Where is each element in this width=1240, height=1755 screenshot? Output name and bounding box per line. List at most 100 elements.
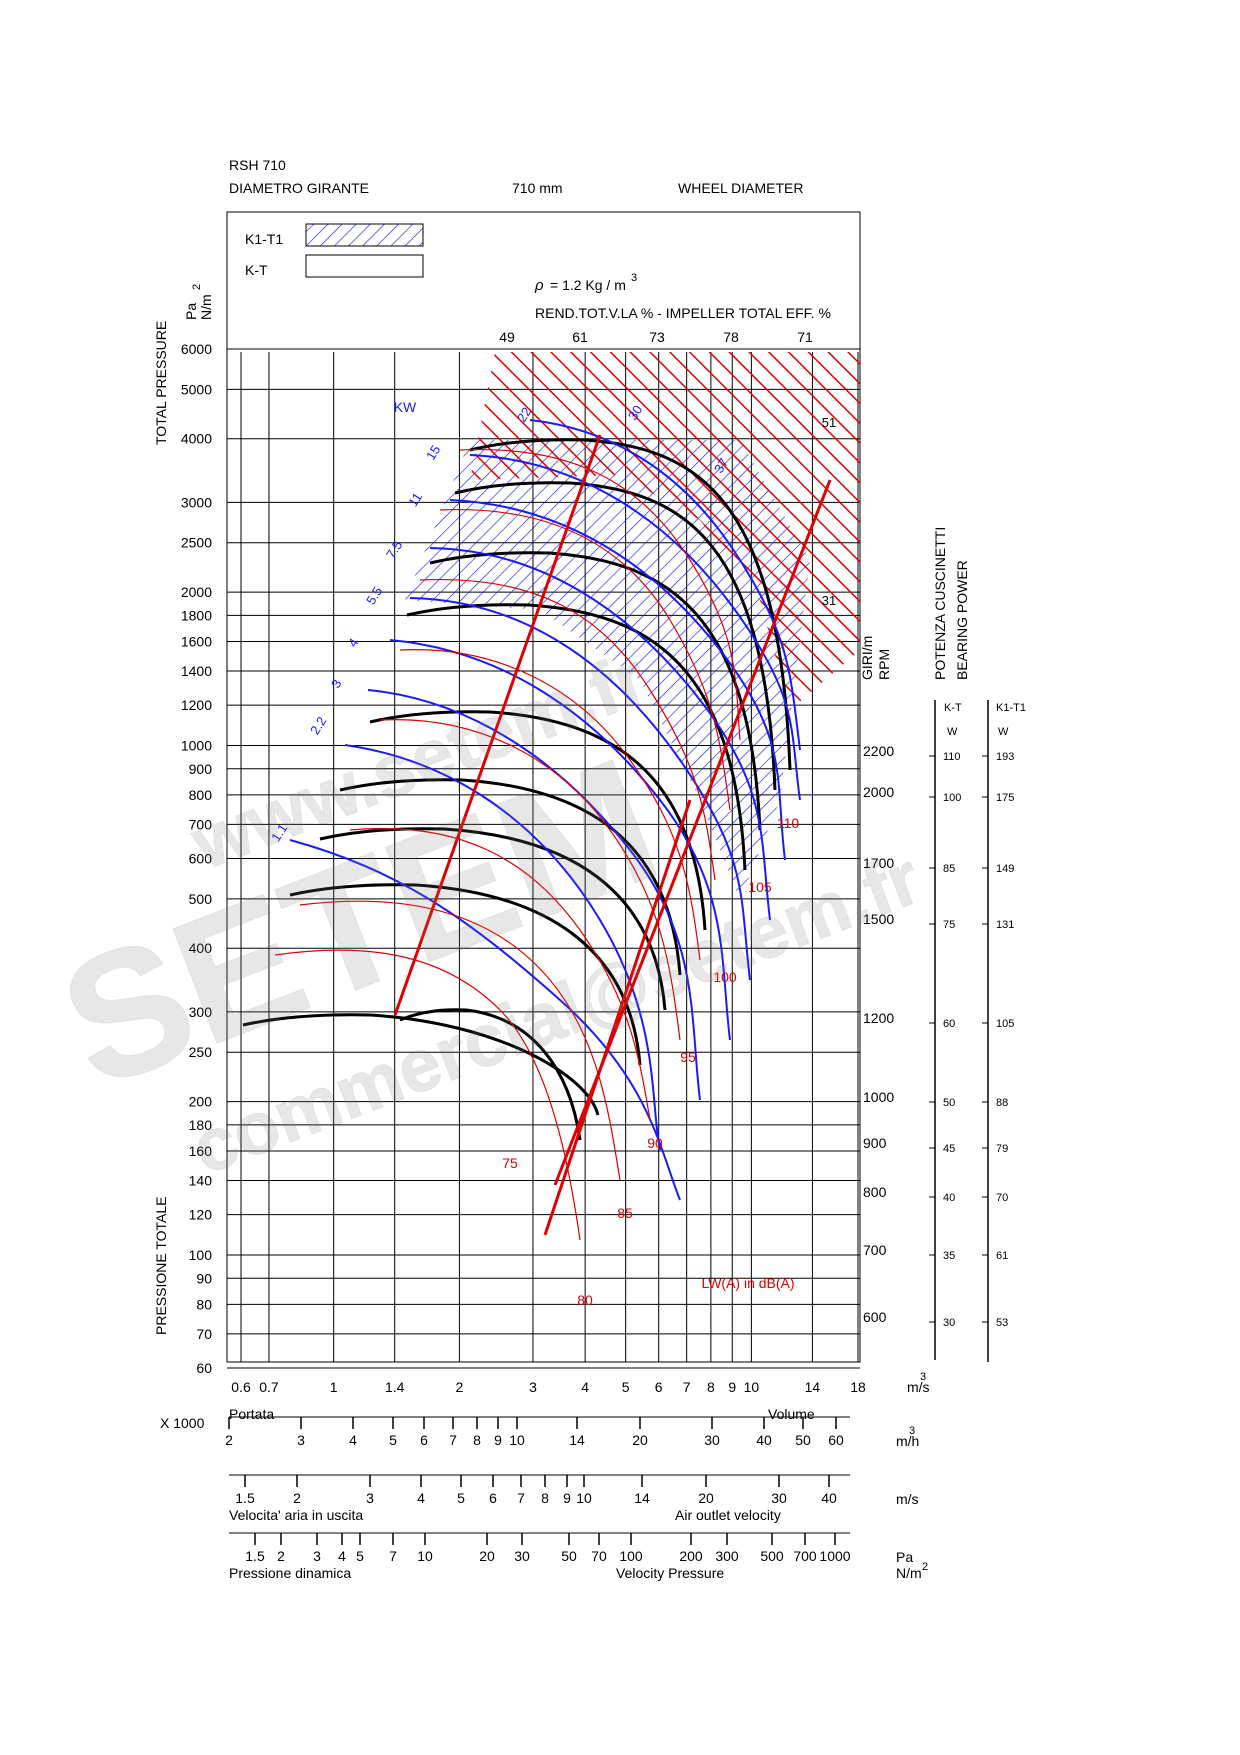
- scale-tick-label: 6: [420, 1432, 428, 1448]
- pressure-label-it: Pressione dinamica: [229, 1565, 351, 1581]
- legend-label-kt: K-T: [245, 262, 268, 278]
- bearing-value-kt: 60: [943, 1018, 955, 1030]
- legend: K1-T1 K-T: [245, 223, 424, 278]
- y-unit-pa: Pa: [183, 303, 199, 320]
- efficiency-line: [543, 799, 692, 1236]
- efficiency-line: [553, 479, 832, 1186]
- y-tick-label: 200: [189, 1094, 213, 1110]
- y-tick-label: 1600: [181, 633, 212, 649]
- efficiency-label: 61: [572, 329, 588, 345]
- scale-tick-label: 8: [541, 1490, 549, 1506]
- k1t1-zone: [405, 440, 810, 900]
- kw-title: KW: [394, 399, 417, 415]
- scale-tick-label: 14: [569, 1432, 585, 1448]
- x-tick-label: 18: [850, 1379, 866, 1395]
- kw-curve: [409, 597, 751, 981]
- x-tick-label: 1: [330, 1379, 338, 1395]
- bearing-value-k1t1: 149: [996, 863, 1014, 875]
- scale-tick-label: 20: [479, 1548, 495, 1564]
- pressure-unit-pa: Pa: [896, 1549, 913, 1565]
- noise-label: 100: [713, 969, 737, 985]
- bearing-value-kt: 50: [943, 1097, 955, 1109]
- speed-curve: [429, 551, 762, 831]
- kt-limit-zone: [470, 352, 860, 710]
- scale-tick-label: 3: [297, 1432, 305, 1448]
- y-tick-label: 140: [189, 1173, 213, 1189]
- noise-curve: [439, 508, 731, 811]
- kw-label: 3: [328, 677, 345, 691]
- scale-tick-label: 70: [591, 1548, 607, 1564]
- air-density: ρ = 1.2 Kg / m 3: [534, 272, 637, 294]
- x-tick-label: 9: [728, 1379, 736, 1395]
- rpm-title-2: RPM: [876, 649, 892, 680]
- kw-label: 22: [514, 405, 534, 425]
- noise-label: 80: [577, 1292, 593, 1308]
- scale-tick-label: 100: [619, 1548, 643, 1564]
- rpm-value: 2200: [863, 743, 894, 759]
- efficiency-label: 73: [649, 329, 665, 345]
- rpm-title-1: GIRI/m: [859, 636, 875, 680]
- kw-curve: [449, 499, 786, 861]
- kw-label: 7.5: [383, 538, 405, 561]
- y-tick-label: 100: [189, 1247, 213, 1263]
- model-title: RSH 710: [229, 157, 286, 173]
- bearing-value-k1t1: 70: [996, 1192, 1008, 1204]
- plot-frame: [226, 211, 861, 1363]
- y-axis-title-bottom: PRESSIONE TOTALE: [153, 1197, 169, 1336]
- scale-tick-label: 500: [760, 1548, 784, 1564]
- x-unit-m3s-sup: 3: [920, 1371, 926, 1383]
- rpm-value: 2000: [863, 784, 894, 800]
- noise-label: 75: [502, 1155, 518, 1171]
- kw-curve: [429, 547, 771, 921]
- pressure-label-en: Velocity Pressure: [616, 1565, 724, 1581]
- rpm-value: 800: [863, 1184, 887, 1200]
- bearing-value-k1t1: 105: [996, 1018, 1014, 1030]
- velocity-label-en: Air outlet velocity: [675, 1507, 781, 1523]
- noise-curve: [299, 900, 621, 1181]
- speed-curve: [406, 603, 747, 871]
- scale-tick-label: 5: [389, 1432, 397, 1448]
- bearing-unit-kt: W: [947, 726, 958, 738]
- noise-curve: [379, 719, 681, 1041]
- scale-tick-label: 8: [473, 1432, 481, 1448]
- kw-curve: [529, 419, 801, 751]
- rpm-value: 1700: [863, 855, 894, 871]
- y-tick-label: 80: [196, 1296, 212, 1312]
- rpm-value: 1000: [863, 1089, 894, 1105]
- x-tick-label: 2: [456, 1379, 464, 1395]
- right-scales: GIRI/m RPM 2200 2000 1700 1500 1200 1000 900 800 7…: [859, 527, 1026, 1362]
- bearing-value-k1t1: 61: [996, 1250, 1008, 1262]
- rpm-value: 900: [863, 1135, 887, 1151]
- y-tick-label: 120: [189, 1207, 213, 1223]
- axis-ticks: 0.6 0.7 1 1.4 2 3 4 5 6 7 8 9 10 14 18 6000 5000 4000 3000…: [181, 341, 930, 1395]
- bearing-value-k1t1: 88: [996, 1097, 1008, 1109]
- scale-tick-label: 300: [715, 1548, 739, 1564]
- diameter-label-it: DIAMETRO GIRANTE: [229, 180, 369, 196]
- noise-curve: [419, 578, 716, 881]
- speed-curve: [454, 481, 777, 791]
- bearing-value-kt: 45: [943, 1143, 955, 1155]
- bearing-col-k1t1: K1-T1: [996, 702, 1026, 714]
- velocity-unit: m/s: [896, 1491, 919, 1507]
- y-tick-label: 3000: [181, 494, 212, 510]
- kw-label: 4: [345, 636, 362, 650]
- y-tick-label: 1400: [181, 663, 212, 679]
- y-unit-nm: N/m: [198, 294, 214, 320]
- bearing-value-k1t1: 193: [996, 751, 1014, 763]
- scale-tick-label: 10: [576, 1490, 592, 1506]
- scale-tick-label: 40: [821, 1490, 837, 1506]
- scale-tick-label: 6: [489, 1490, 497, 1506]
- y-tick-label: 400: [189, 940, 213, 956]
- bearing-value-kt: 75: [943, 919, 955, 931]
- y-tick-label: 600: [189, 851, 213, 867]
- multiplier-label: X 1000: [160, 1415, 205, 1431]
- efficiency-line: [393, 434, 602, 1016]
- kw-label: 51: [822, 415, 836, 430]
- x-tick-label: 10: [744, 1379, 760, 1395]
- y-tick-label: 900: [189, 761, 213, 777]
- pressure-unit-nm: N/m: [896, 1565, 922, 1581]
- x-tick-label: 7: [683, 1379, 691, 1395]
- rpm-value: 600: [863, 1309, 887, 1325]
